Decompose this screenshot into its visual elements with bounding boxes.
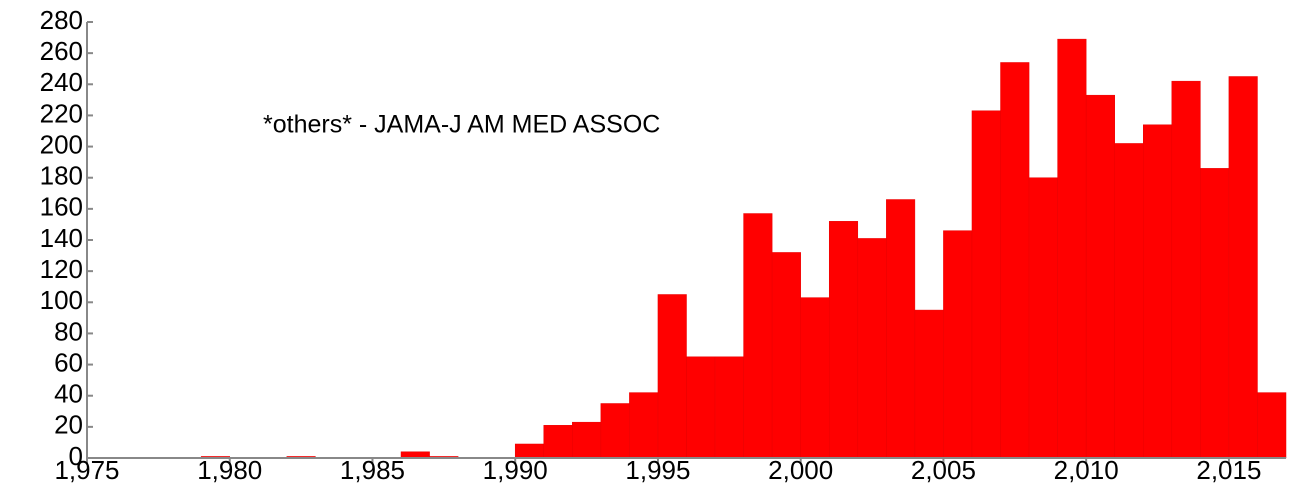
y-tick-label: 280 bbox=[40, 5, 83, 35]
y-tick-label: 180 bbox=[40, 161, 83, 191]
y-tick-label: 220 bbox=[40, 98, 83, 128]
y-tick-label: 140 bbox=[40, 223, 83, 253]
x-tick-label: 1,975 bbox=[54, 455, 119, 485]
y-tick-label: 160 bbox=[40, 192, 83, 222]
bar bbox=[1057, 38, 1087, 459]
x-tick-label: 2,000 bbox=[768, 455, 833, 485]
x-tick-label: 1,985 bbox=[340, 455, 405, 485]
bar bbox=[800, 297, 830, 459]
y-tick-label: 80 bbox=[54, 316, 83, 346]
y-tick-label: 120 bbox=[40, 254, 83, 284]
bar bbox=[600, 403, 630, 459]
x-tick-label: 1,995 bbox=[625, 455, 690, 485]
bar bbox=[657, 294, 687, 459]
chart-title: *others* - JAMA-J AM MED ASSOC bbox=[263, 111, 660, 139]
bar bbox=[686, 356, 716, 459]
bar bbox=[771, 252, 801, 459]
x-tick-label: 2,015 bbox=[1196, 455, 1261, 485]
bar bbox=[943, 230, 973, 459]
bar bbox=[1143, 124, 1173, 459]
x-tick-label: 2,005 bbox=[911, 455, 976, 485]
bar bbox=[914, 309, 944, 459]
bar bbox=[1171, 80, 1201, 459]
bar bbox=[743, 213, 773, 459]
bar bbox=[886, 199, 916, 459]
bar bbox=[572, 421, 602, 459]
bar bbox=[1085, 94, 1115, 459]
bar bbox=[1228, 76, 1258, 459]
x-tick-label: 2,010 bbox=[1054, 455, 1119, 485]
bar bbox=[1000, 62, 1030, 459]
bar bbox=[1114, 143, 1144, 459]
y-tick-label: 20 bbox=[54, 410, 83, 440]
bar bbox=[543, 425, 573, 459]
y-tick-label: 200 bbox=[40, 129, 83, 159]
bar bbox=[629, 392, 659, 459]
bar bbox=[828, 221, 859, 459]
bar bbox=[1257, 392, 1287, 459]
x-tick-label: 1,980 bbox=[197, 455, 262, 485]
y-tick-label: 260 bbox=[40, 36, 83, 66]
bar bbox=[1028, 177, 1058, 459]
y-tick-label: 0 bbox=[69, 441, 83, 471]
y-tick-label: 60 bbox=[54, 347, 83, 377]
y-tick-label: 240 bbox=[40, 67, 83, 97]
y-tick-label: 40 bbox=[54, 379, 83, 409]
y-tick-label: 100 bbox=[40, 285, 83, 315]
bar bbox=[1200, 168, 1230, 459]
bar bbox=[857, 238, 887, 459]
bar bbox=[971, 110, 1001, 459]
bar bbox=[714, 356, 744, 459]
x-tick-label: 1,990 bbox=[483, 455, 548, 485]
